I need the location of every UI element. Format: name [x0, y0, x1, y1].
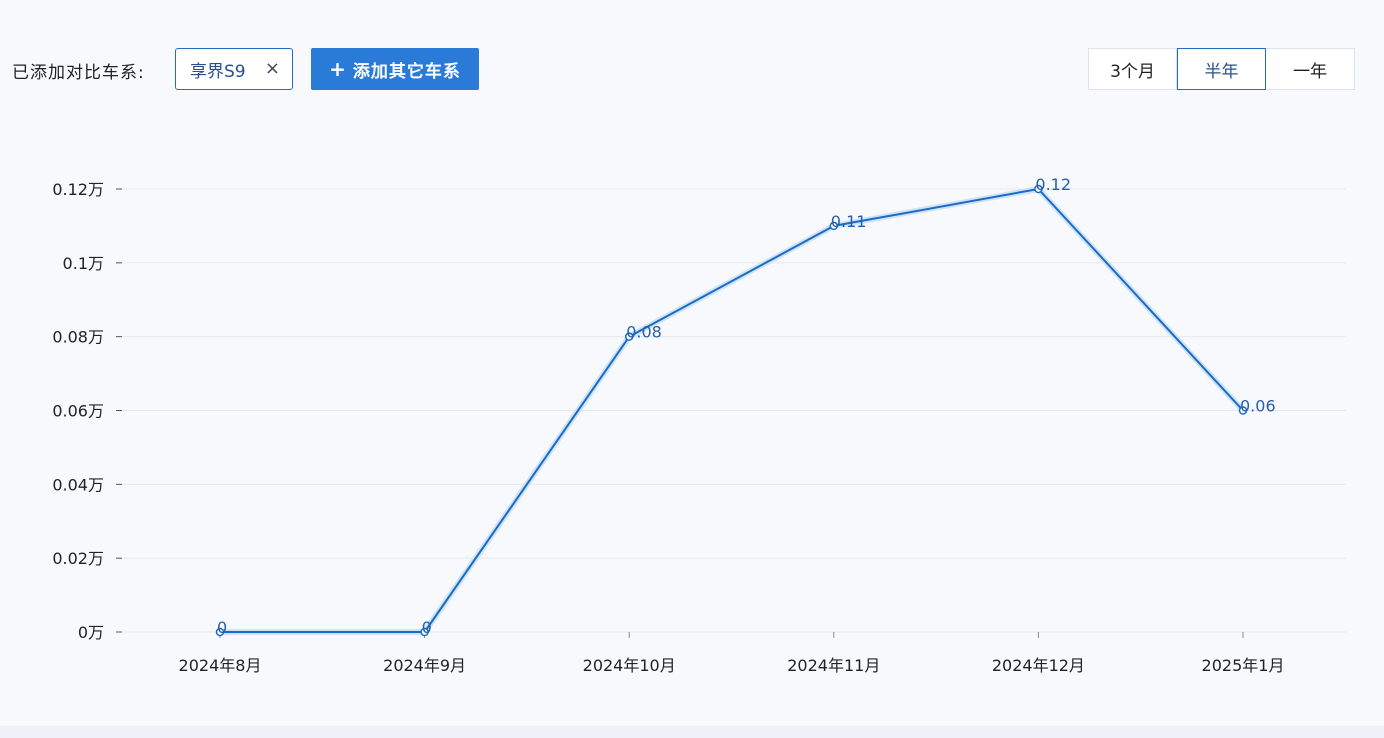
- toolbar: 已添加对比车系: 享界S9 × + 添加其它车系 3个月 半年 一年: [0, 0, 1384, 120]
- plus-icon: +: [329, 57, 347, 81]
- data-label: 0.12: [1035, 175, 1071, 194]
- data-label: 0: [217, 618, 227, 637]
- y-tick-label: 0.12万: [52, 180, 104, 199]
- data-label: 0.08: [626, 323, 662, 342]
- data-point[interactable]: [420, 627, 429, 637]
- range-3-months-button[interactable]: 3个月: [1089, 49, 1177, 89]
- data-labels: 0 0 0.08 0.11 0.12 0.06: [217, 175, 1276, 637]
- y-axis-ticks: 0万 0.02万 0.04万 0.06万 0.08万 0.1万 0.12万: [52, 180, 122, 642]
- series-line: [220, 188, 1244, 633]
- add-series-label: 添加其它车系: [352, 61, 461, 82]
- x-tick-label: 2024年10月: [583, 656, 676, 675]
- x-axis-ticks: 2024年8月 2024年9月 2024年10月 2024年11月 2024年12月 20…: [179, 632, 1285, 675]
- y-tick-label: 0.04万: [52, 475, 104, 494]
- y-tick-label: 0.02万: [52, 549, 104, 568]
- data-label: 0.11: [831, 212, 867, 231]
- bottom-strip: [0, 726, 1384, 738]
- range-half-year-button[interactable]: 半年: [1177, 48, 1266, 90]
- data-label: 0: [422, 618, 432, 637]
- x-tick-label: 2024年12月: [992, 656, 1085, 675]
- data-point[interactable]: [215, 627, 225, 637]
- time-range-selector: 3个月 半年 一年: [1088, 48, 1355, 90]
- x-tick-label: 2025年1月: [1202, 656, 1285, 675]
- grid-lines: [122, 188, 1346, 633]
- x-tick-label: 2024年11月: [787, 656, 880, 675]
- data-point[interactable]: [829, 221, 839, 231]
- data-label: 0.06: [1240, 397, 1276, 416]
- y-tick-label: 0.1万: [63, 254, 104, 273]
- y-tick-label: 0万: [78, 623, 104, 642]
- add-series-button[interactable]: + 添加其它车系: [311, 48, 479, 90]
- series-chip-label: 享界S9: [190, 61, 246, 82]
- data-point[interactable]: [624, 332, 634, 341]
- compare-label: 已添加对比车系:: [12, 63, 145, 83]
- data-point[interactable]: [1238, 406, 1248, 415]
- close-icon[interactable]: ×: [264, 58, 280, 79]
- series-chip[interactable]: 享界S9 ×: [175, 48, 293, 90]
- y-tick-label: 0.08万: [52, 328, 104, 347]
- y-tick-label: 0.06万: [52, 402, 104, 421]
- data-point[interactable]: [1034, 184, 1043, 194]
- x-tick-label: 2024年9月: [383, 656, 466, 675]
- x-tick-label: 2024年8月: [179, 656, 262, 675]
- series-layer: [215, 184, 1248, 637]
- range-one-year-button[interactable]: 一年: [1293, 61, 1327, 82]
